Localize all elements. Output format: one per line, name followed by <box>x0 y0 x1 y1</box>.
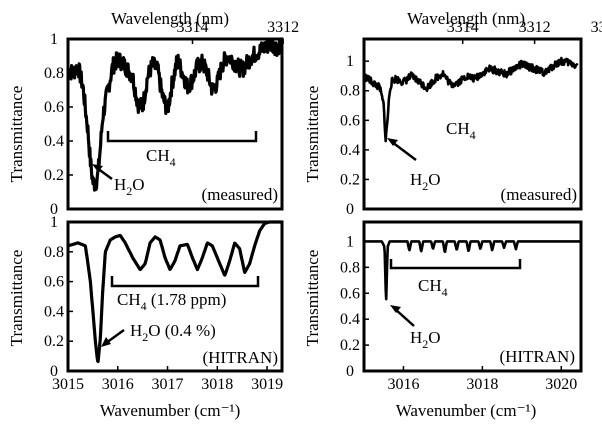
ch4-bracket <box>110 276 260 288</box>
ch4-label: CH4 <box>446 119 476 142</box>
arrow-head <box>92 164 103 172</box>
h2o-label: H2O <box>410 170 441 193</box>
top-axis-title-right: Wavelength (nm) <box>407 9 525 28</box>
h2o-arrow <box>394 308 415 327</box>
y-tick-label: 0.8 <box>340 83 360 100</box>
y-axis-title-right-bottom: Transmittance <box>303 250 322 347</box>
y-tick-label: 0 <box>50 363 58 380</box>
y-tick-label: 0.8 <box>340 259 360 276</box>
plot-frame <box>66 37 284 211</box>
y-tick-label: 0.8 <box>44 244 64 261</box>
x-tick-label: 3020 <box>545 376 577 393</box>
y-tick-label: 0.8 <box>44 65 64 82</box>
hitran-label: (HITRAN) <box>499 347 575 366</box>
x-tick-label: 3016 <box>102 376 134 393</box>
y-tick-label: 0.6 <box>44 274 64 291</box>
y-tick-label: 0.6 <box>340 112 360 129</box>
x-tick-label: 3018 <box>466 376 498 393</box>
top-tick-label: 3312 <box>519 19 551 36</box>
x-tick-label: 3019 <box>251 376 283 393</box>
top-tick-label: 3314 <box>176 19 208 36</box>
y-tick-label: 1 <box>346 233 354 250</box>
ch4-bracket <box>389 259 522 270</box>
y-tick-label: 0.2 <box>44 333 64 350</box>
plot-frame <box>66 220 284 373</box>
ch4-bracket <box>106 131 258 143</box>
top-tick-label: 3310 <box>591 19 602 36</box>
arrow-head <box>387 138 398 146</box>
y-tick-label: 1 <box>50 31 58 48</box>
y-tick-label: 1 <box>50 214 58 231</box>
y-tick-label: 0 <box>50 201 58 218</box>
ch4-label: CH4 <box>146 146 176 169</box>
y-axis-title-left-bottom: Transmittance <box>7 250 26 347</box>
h2o-label: H2O (0.4 %) <box>130 321 216 344</box>
y-tick-label: 0.4 <box>340 142 360 159</box>
x-tick-label: 3016 <box>387 376 419 393</box>
spectrum-line <box>66 220 284 364</box>
hitran-label: (HITRAN) <box>202 348 278 367</box>
panel-left-hitran: 0 0.2 0.4 0.6 0.8 1 3015 3016 3017 3018 3019 CH4 (1… <box>44 214 284 393</box>
y-axis-title-right-top: Transmittance <box>303 86 322 183</box>
y-tick-label: 0.4 <box>340 311 360 328</box>
x-tick-label: 3015 <box>52 376 84 393</box>
plot-frame <box>362 220 583 373</box>
top-tick-label: 3312 <box>267 19 299 36</box>
h2o-label: H2O <box>114 175 145 198</box>
y-tick-label: 0.4 <box>44 133 64 150</box>
measured-label: (measured) <box>501 185 577 204</box>
y-tick-label: 1 <box>346 53 354 70</box>
measured-label: (measured) <box>202 185 278 204</box>
top-tick-label: 3314 <box>447 19 479 36</box>
y-tick-label: 0.2 <box>340 337 360 354</box>
x-tick-label: 3017 <box>152 376 184 393</box>
h2o-arrow <box>391 141 417 161</box>
spectrum-line <box>362 240 583 301</box>
top-axis-title-left: Wavelength (nm) <box>111 9 229 28</box>
y-tick-label: 0 <box>346 201 354 218</box>
y-axis-title-left-top: Transmittance <box>7 86 26 183</box>
y-tick-label: 0.2 <box>340 171 360 188</box>
panel-right-measured: 0 0.2 0.4 0.6 0.8 1 3314 3312 3310 CH4 H2O (measure… <box>340 19 602 218</box>
plot-frame <box>362 37 583 211</box>
y-tick-label: 0 <box>346 363 354 380</box>
bottom-axis-title-left: Wavenumber (cm⁻¹) <box>100 401 241 420</box>
arrow-head <box>390 305 401 313</box>
y-tick-label: 0.4 <box>44 303 64 320</box>
h2o-arrow <box>105 328 125 345</box>
ch4-label: CH4 <box>418 276 448 299</box>
panel-right-hitran: 0 0.2 0.4 0.6 0.8 1 3016 3018 3020 CH4 H2O (HITRAN) <box>340 220 583 393</box>
y-tick-label: 0.2 <box>44 167 64 184</box>
y-tick-label: 0.6 <box>44 99 64 116</box>
spectrum-line <box>362 56 579 143</box>
spectrum-line <box>66 37 284 192</box>
y-tick-label: 0.6 <box>340 285 360 302</box>
arrow-head <box>101 337 111 347</box>
x-tick-label: 3018 <box>201 376 233 393</box>
h2o-label: H2O <box>410 328 441 351</box>
bottom-axis-title-right: Wavenumber (cm⁻¹) <box>396 401 537 420</box>
ch4-label: CH4 (1.78 ppm) <box>117 290 226 313</box>
